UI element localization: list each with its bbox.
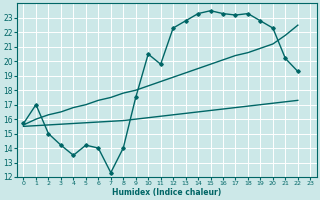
- X-axis label: Humidex (Indice chaleur): Humidex (Indice chaleur): [112, 188, 221, 197]
